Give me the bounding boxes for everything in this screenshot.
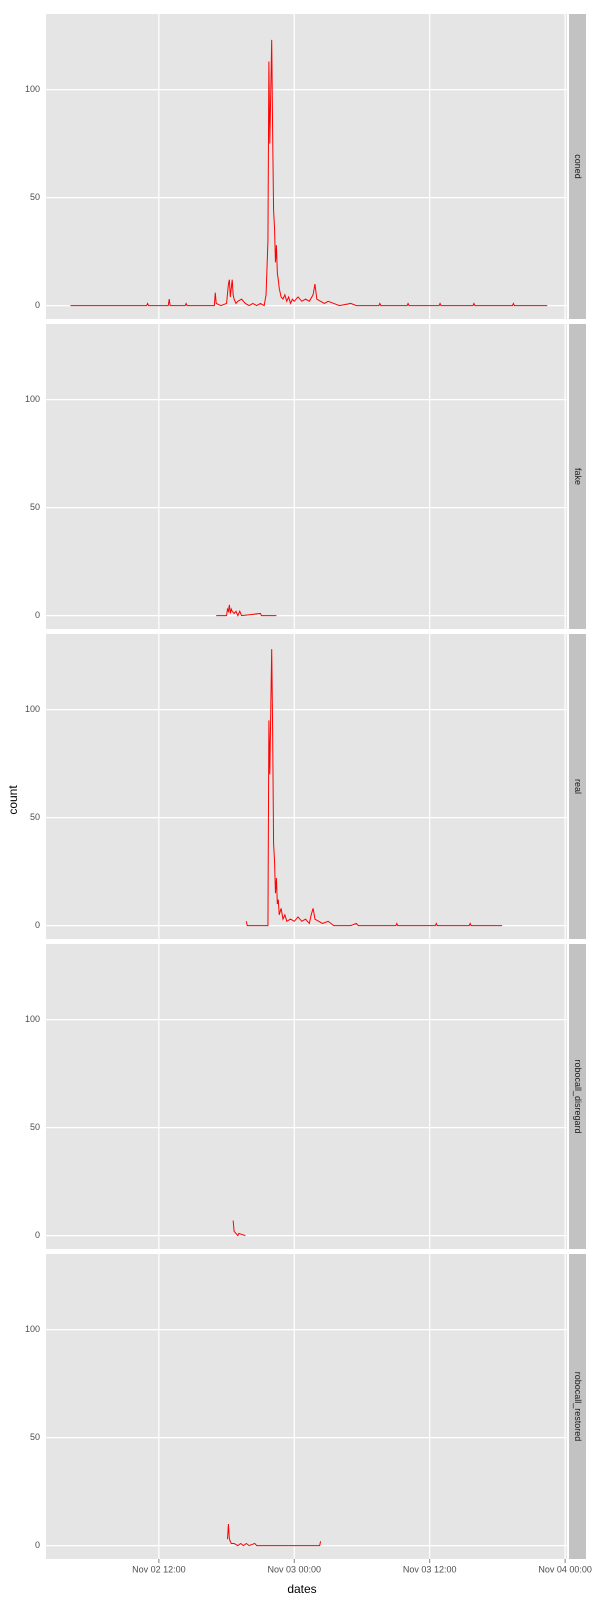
x-tick-label: Nov 04 00:00 xyxy=(538,1564,592,1574)
y-tick-label: 100 xyxy=(25,84,40,94)
strip-label: coned xyxy=(573,154,583,179)
strip-label: robocall_disregard xyxy=(573,1059,583,1133)
y-tick-label: 100 xyxy=(25,1324,40,1334)
strip-background xyxy=(569,1254,586,1559)
y-tick-label: 0 xyxy=(35,920,40,930)
strip-label: real xyxy=(573,779,583,794)
y-tick-label: 100 xyxy=(25,1014,40,1024)
y-tick-label: 0 xyxy=(35,1540,40,1550)
strip-background xyxy=(569,324,586,629)
data-line xyxy=(70,39,548,307)
panel-background xyxy=(46,944,567,1249)
x-tick-label: Nov 02 12:00 xyxy=(132,1564,186,1574)
panel-background xyxy=(46,324,567,629)
data-line xyxy=(232,1220,246,1237)
y-tick-label: 50 xyxy=(30,812,40,822)
data-line xyxy=(245,649,503,927)
panel-background xyxy=(46,634,567,939)
strip-label: robocall_restored xyxy=(573,1372,583,1442)
y-tick-label: 0 xyxy=(35,610,40,620)
data-line xyxy=(227,1523,322,1547)
y-tick-label: 50 xyxy=(30,502,40,512)
strip-label: fake xyxy=(573,468,583,485)
panel-background xyxy=(46,14,567,319)
y-tick-label: 0 xyxy=(35,1230,40,1240)
data-line xyxy=(216,604,277,617)
y-tick-label: 100 xyxy=(25,394,40,404)
x-tick-label: Nov 03 00:00 xyxy=(268,1564,322,1574)
strip-background xyxy=(569,14,586,319)
y-axis-label: count xyxy=(6,785,20,815)
strip-background xyxy=(569,634,586,939)
y-tick-label: 50 xyxy=(30,192,40,202)
x-axis-label: dates xyxy=(287,1582,316,1596)
y-tick-label: 50 xyxy=(30,1122,40,1132)
x-tick-label: Nov 03 12:00 xyxy=(403,1564,457,1574)
y-tick-label: 0 xyxy=(35,300,40,310)
panel-background xyxy=(46,1254,567,1559)
strip-background xyxy=(569,944,586,1249)
y-tick-label: 50 xyxy=(30,1432,40,1442)
y-tick-label: 100 xyxy=(25,704,40,714)
